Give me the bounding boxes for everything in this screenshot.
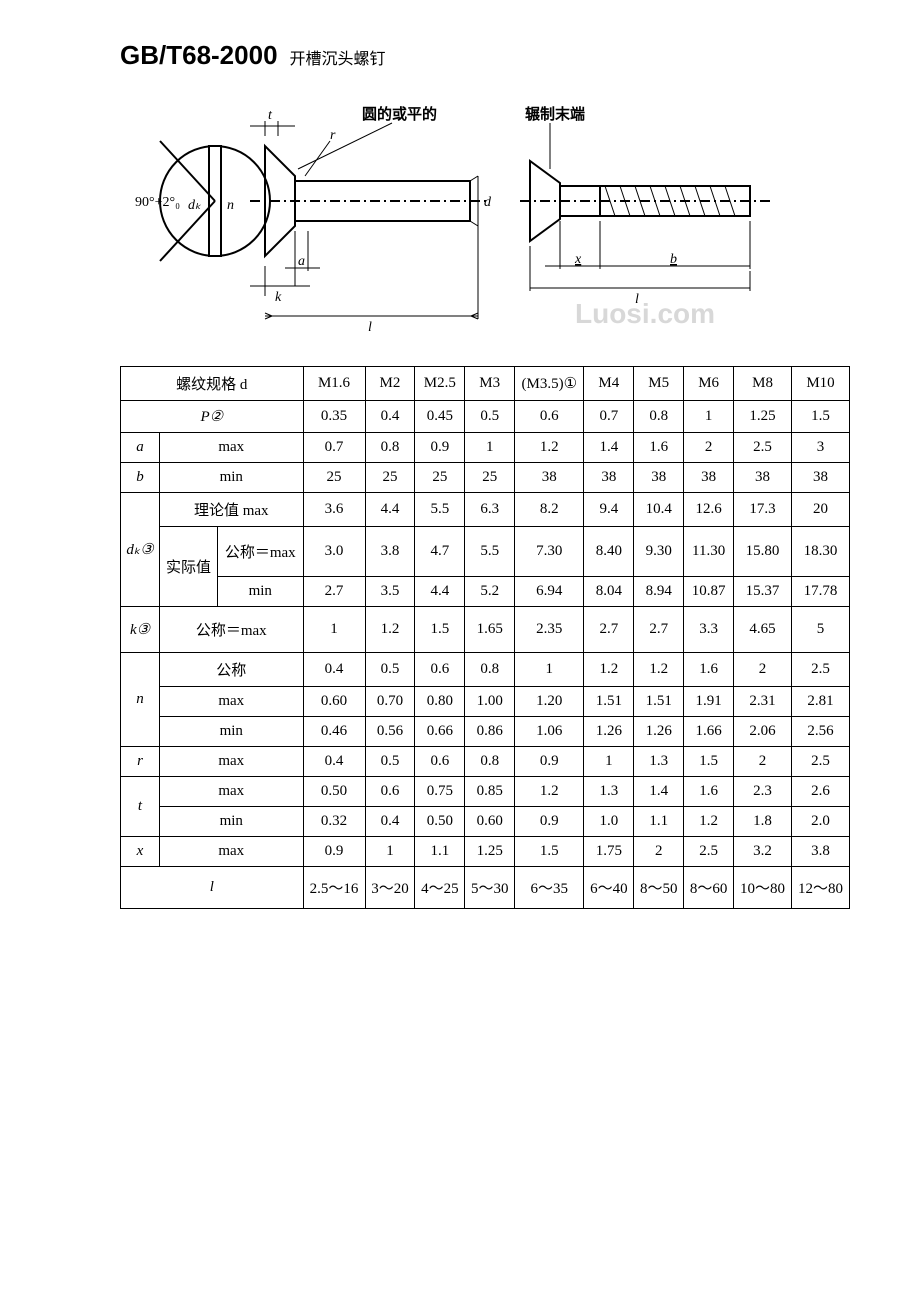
size-col: M8 bbox=[734, 367, 792, 401]
table-row: l 2.5～163～204～255～306～356～408～508～6010～8… bbox=[121, 867, 850, 909]
size-col: M4 bbox=[584, 367, 634, 401]
size-col: M3 bbox=[465, 367, 515, 401]
r-label: r bbox=[330, 128, 336, 143]
row-sublabel: max bbox=[159, 777, 303, 807]
table-row: min 0.320.40.500.600.91.01.11.21.82.0 bbox=[121, 807, 850, 837]
table-row: min 0.460.560.660.861.061.261.261.662.06… bbox=[121, 717, 850, 747]
row-sublabel: max bbox=[159, 687, 303, 717]
title-main: GB/T68-2000 bbox=[120, 40, 278, 70]
row-label: x bbox=[121, 837, 160, 867]
row-label: l bbox=[121, 867, 304, 909]
table-row: n 公称 0.40.50.60.811.21.21.622.5 bbox=[121, 653, 850, 687]
table-row: P② 0.350.40.450.50.60.70.811.251.5 bbox=[121, 401, 850, 433]
row-sublabel: 公称＝max bbox=[159, 607, 303, 653]
size-col: M6 bbox=[684, 367, 734, 401]
table-row: dₖ③ 理论值 max 3.64.45.56.38.29.410.412.617… bbox=[121, 493, 850, 527]
row-label: r bbox=[121, 747, 160, 777]
table-row: r max 0.40.50.60.80.911.31.522.5 bbox=[121, 747, 850, 777]
row-sublabel: max bbox=[159, 433, 303, 463]
roll-end-label: 辗制末端 bbox=[525, 105, 585, 123]
row-sublabel: max bbox=[159, 837, 303, 867]
table-row: b min 25252525383838383838 bbox=[121, 463, 850, 493]
table-row: t max 0.500.60.750.851.21.31.41.62.32.6 bbox=[121, 777, 850, 807]
x-label: x bbox=[574, 252, 582, 267]
row-sublabel: max bbox=[159, 747, 303, 777]
row-sublabel: min bbox=[159, 463, 303, 493]
table-row: k③ 公称＝max 11.21.51.652.352.72.73.34.655 bbox=[121, 607, 850, 653]
t-label: t bbox=[268, 108, 273, 123]
size-col: M2.5 bbox=[415, 367, 465, 401]
size-col: M2 bbox=[365, 367, 415, 401]
table-row: 实际值 公称＝max 3.03.84.75.57.308.409.3011.30… bbox=[121, 527, 850, 577]
table-row: a max 0.70.80.911.21.41.622.53 bbox=[121, 433, 850, 463]
table-row: x max 0.911.11.251.51.7522.53.23.8 bbox=[121, 837, 850, 867]
row-sublabel: 实际值 bbox=[159, 527, 217, 607]
dk-label: dₖ bbox=[188, 198, 202, 213]
header-label: 螺纹规格 d bbox=[121, 367, 304, 401]
b-label: b bbox=[670, 252, 677, 267]
screw-diagram-svg: 90°+2°₀ dₖ n t r 圆的或平的 d bbox=[130, 91, 850, 341]
row-sublabel: min bbox=[159, 717, 303, 747]
k-label: k bbox=[275, 290, 282, 305]
row-label: a bbox=[121, 433, 160, 463]
row-label: b bbox=[121, 463, 160, 493]
table-row: 螺纹规格 d M1.6 M2 M2.5 M3 (M3.5)① M4 M5 M6 … bbox=[121, 367, 850, 401]
top-note-label: 圆的或平的 bbox=[362, 105, 437, 123]
size-col: M5 bbox=[634, 367, 684, 401]
size-col: M1.6 bbox=[303, 367, 365, 401]
row-label: dₖ③ bbox=[121, 493, 160, 607]
row-label: t bbox=[121, 777, 160, 837]
row-label: n bbox=[121, 653, 160, 747]
table-row: min 2.73.54.45.26.948.048.9410.8715.3717… bbox=[121, 577, 850, 607]
angle-label: 90°+2°₀ bbox=[135, 195, 180, 210]
row-label: k③ bbox=[121, 607, 160, 653]
row-sublabel2: min bbox=[217, 577, 303, 607]
l-label: l bbox=[368, 320, 372, 335]
n-label: n bbox=[227, 198, 234, 213]
row-sublabel: 公称 bbox=[159, 653, 303, 687]
title-sub: 开槽沉头螺钉 bbox=[290, 51, 386, 68]
technical-diagram: 90°+2°₀ dₖ n t r 圆的或平的 d bbox=[130, 91, 880, 346]
row-sublabel: min bbox=[159, 807, 303, 837]
table-row: max 0.600.700.801.001.201.511.511.912.31… bbox=[121, 687, 850, 717]
page-title: GB/T68-2000 开槽沉头螺钉 bbox=[120, 40, 880, 71]
dimensions-table: 螺纹规格 d M1.6 M2 M2.5 M3 (M3.5)① M4 M5 M6 … bbox=[120, 366, 850, 909]
d-label: d bbox=[484, 195, 492, 210]
watermark: Luosi.com bbox=[575, 298, 715, 329]
row-sublabel2: 公称＝max bbox=[217, 527, 303, 577]
row-label: P② bbox=[121, 401, 304, 433]
size-col: (M3.5)① bbox=[515, 367, 584, 401]
a-label: a bbox=[298, 254, 305, 269]
size-col: M10 bbox=[792, 367, 850, 401]
row-sublabel: 理论值 max bbox=[159, 493, 303, 527]
